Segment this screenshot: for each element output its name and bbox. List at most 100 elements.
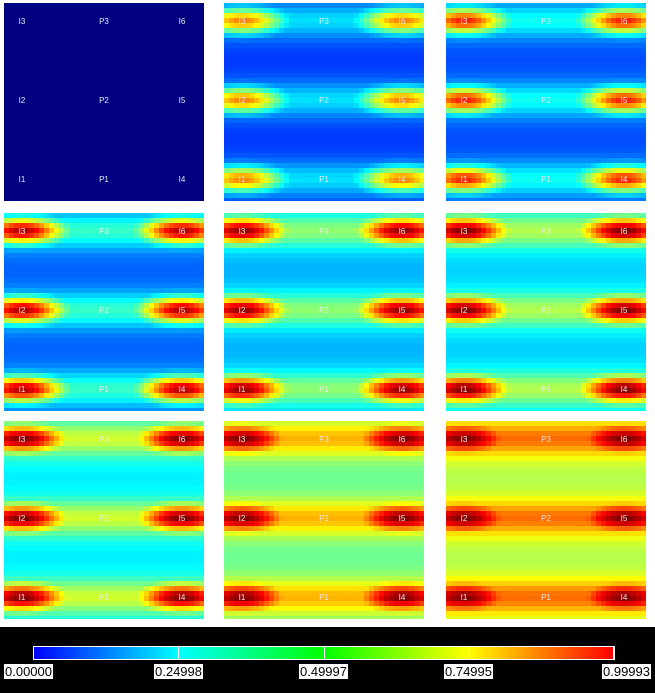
heatmap-cell	[184, 78, 189, 83]
heatmap-cell	[409, 53, 414, 58]
heatmap-cell	[254, 123, 259, 128]
heatmap-cell	[591, 23, 596, 28]
heatmap-cell	[259, 193, 264, 198]
heatmap-cell	[264, 198, 269, 201]
heatmap-cell	[466, 128, 471, 133]
heatmap-cell	[344, 193, 349, 198]
heatmap-cell	[314, 13, 319, 18]
heatmap-cell	[84, 18, 89, 23]
heatmap-cell	[64, 153, 69, 158]
heatmap-cell	[389, 3, 394, 8]
heatmap-cell	[541, 168, 546, 173]
heatmap-cell	[64, 73, 69, 78]
heatmap-cell	[641, 68, 646, 73]
heatmap-cell	[374, 103, 379, 108]
heatmap-cell	[536, 173, 541, 178]
heatmap-cell	[491, 53, 496, 58]
heatmap-cell	[466, 133, 471, 138]
heatmap-cell	[566, 53, 571, 58]
heatmap-cell	[501, 118, 506, 123]
heatmap-cell	[616, 53, 621, 58]
heatmap-cell	[44, 128, 49, 133]
heatmap-cell	[571, 103, 576, 108]
heatmap-cell	[59, 68, 64, 73]
heatmap-cell	[601, 98, 606, 103]
heatmap-cell	[199, 153, 204, 158]
heatmap-cell	[94, 173, 99, 178]
heatmap-cell	[631, 158, 636, 163]
heatmap-cell	[496, 73, 501, 78]
heatmap-cell	[324, 73, 329, 78]
heatmap-cell	[409, 73, 414, 78]
heatmap-cell	[119, 93, 124, 98]
heatmap-cell	[481, 23, 486, 28]
heatmap-cell	[139, 178, 144, 183]
heatmap-cell	[109, 18, 114, 23]
heatmap-cell	[84, 168, 89, 173]
heatmap-cell	[611, 103, 616, 108]
heatmap-cell	[451, 128, 456, 133]
heatmap-cell	[49, 133, 54, 138]
heatmap-cell	[249, 128, 254, 133]
heatmap-cell	[29, 68, 34, 73]
heatmap-cell	[369, 48, 374, 53]
heatmap-cell	[536, 103, 541, 108]
heatmap-cell	[349, 78, 354, 83]
heatmap-cell	[269, 28, 274, 33]
heatmap-cell	[29, 38, 34, 43]
heatmap-cell	[481, 13, 486, 18]
heatmap-cell	[581, 88, 586, 93]
heatmap-cell	[404, 98, 409, 103]
heatmap-cell	[14, 48, 19, 53]
heatmap-cell	[551, 103, 556, 108]
heatmap-cell	[636, 113, 641, 118]
heatmap-cell	[399, 163, 404, 168]
heatmap-cell	[596, 18, 601, 23]
point-label-i5: I5	[179, 96, 186, 105]
heatmap-cell	[389, 173, 394, 178]
heatmap-cell	[369, 23, 374, 28]
heatmap-cell	[571, 168, 576, 173]
heatmap-cell	[39, 8, 44, 13]
heatmap-cell	[259, 143, 264, 148]
heatmap-cell	[456, 28, 461, 33]
heatmap-cell	[69, 123, 74, 128]
heatmap-cell	[94, 193, 99, 198]
heatmap-cell	[64, 28, 69, 33]
heatmap-cell	[606, 43, 611, 48]
heatmap-cell	[541, 138, 546, 143]
heatmap-cell	[571, 13, 576, 18]
heatmap-cell	[379, 138, 384, 143]
heatmap-cell	[279, 8, 284, 13]
heatmap-cell	[576, 128, 581, 133]
heatmap-cell	[149, 108, 154, 113]
heatmap-cell	[501, 8, 506, 13]
heatmap-cell	[64, 78, 69, 83]
heatmap-cell	[239, 68, 244, 73]
heatmap-cell	[566, 153, 571, 158]
heatmap-cell	[299, 68, 304, 73]
heatmap-cell	[304, 53, 309, 58]
heatmap-cell	[169, 83, 174, 88]
heatmap-cell	[24, 83, 29, 88]
heatmap-cell	[414, 193, 419, 198]
heatmap-cell	[29, 13, 34, 18]
heatmap-cell	[199, 73, 204, 78]
heatmap-cell	[224, 143, 229, 148]
heatmap-cell	[164, 63, 169, 68]
heatmap-cell	[279, 178, 284, 183]
heatmap-cell	[239, 153, 244, 158]
heatmap-cell	[24, 73, 29, 78]
heatmap-cell	[379, 33, 384, 38]
heatmap-cell	[119, 38, 124, 43]
heatmap-cell	[49, 113, 54, 118]
heatmap-cell	[591, 53, 596, 58]
heatmap-cell	[84, 133, 89, 138]
heatmap-cell	[69, 173, 74, 178]
heatmap-cell	[159, 28, 164, 33]
heatmap-cell	[414, 48, 419, 53]
heatmap-cell	[54, 108, 59, 113]
heatmap-cell	[114, 213, 119, 218]
heatmap-cell	[64, 58, 69, 63]
heatmap-cell	[69, 113, 74, 118]
